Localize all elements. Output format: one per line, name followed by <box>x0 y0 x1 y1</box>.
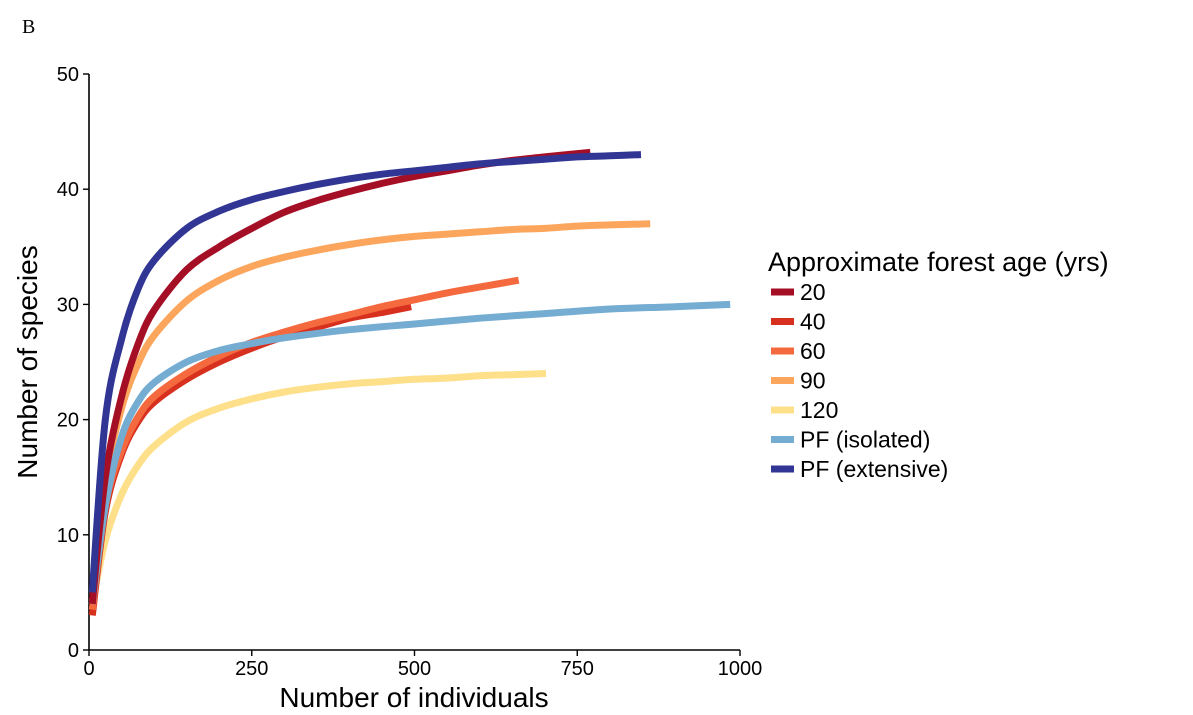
legend: Approximate forest age (yrs) 20 40 60 90 120… <box>768 247 1109 482</box>
y-tick-label: 30 <box>57 294 79 316</box>
x-axis-title: Number of individuals <box>279 682 548 713</box>
y-tick-label: 50 <box>57 64 79 86</box>
legend-label: PF (extensive) <box>800 456 948 482</box>
legend-label: 90 <box>800 368 826 394</box>
series-line-120 <box>88 370 547 605</box>
panel-label: B <box>22 16 35 38</box>
legend-label: 120 <box>800 397 838 423</box>
x-tick-label: 1000 <box>718 658 763 680</box>
series-line-20 <box>88 148 591 605</box>
y-axis-title: Number of species <box>12 245 43 478</box>
legend-label: PF (isolated) <box>800 427 930 453</box>
legend-label: 60 <box>800 338 826 364</box>
y-tick-label: 0 <box>68 640 79 662</box>
y-tick-label: 20 <box>57 410 79 432</box>
series-line-90 <box>88 220 651 605</box>
legend-title: Approximate forest age (yrs) <box>768 247 1109 277</box>
series-line-pf-isolated <box>88 300 731 605</box>
x-tick-label: 500 <box>398 658 431 680</box>
y-tick-label: 10 <box>57 525 79 547</box>
legend-label: 40 <box>800 309 826 335</box>
x-tick-label: 250 <box>235 658 268 680</box>
x-tick-label: 750 <box>561 658 594 680</box>
series-lines <box>88 148 731 616</box>
legend-label: 20 <box>800 279 826 305</box>
y-axis-ticks: 0 10 20 30 40 50 <box>57 64 89 662</box>
y-tick-label: 40 <box>57 179 79 201</box>
x-tick-label: 0 <box>83 658 94 680</box>
x-axis-ticks: 0 250 500 750 1000 <box>83 650 762 680</box>
series-line-pf-extensive <box>88 151 642 593</box>
